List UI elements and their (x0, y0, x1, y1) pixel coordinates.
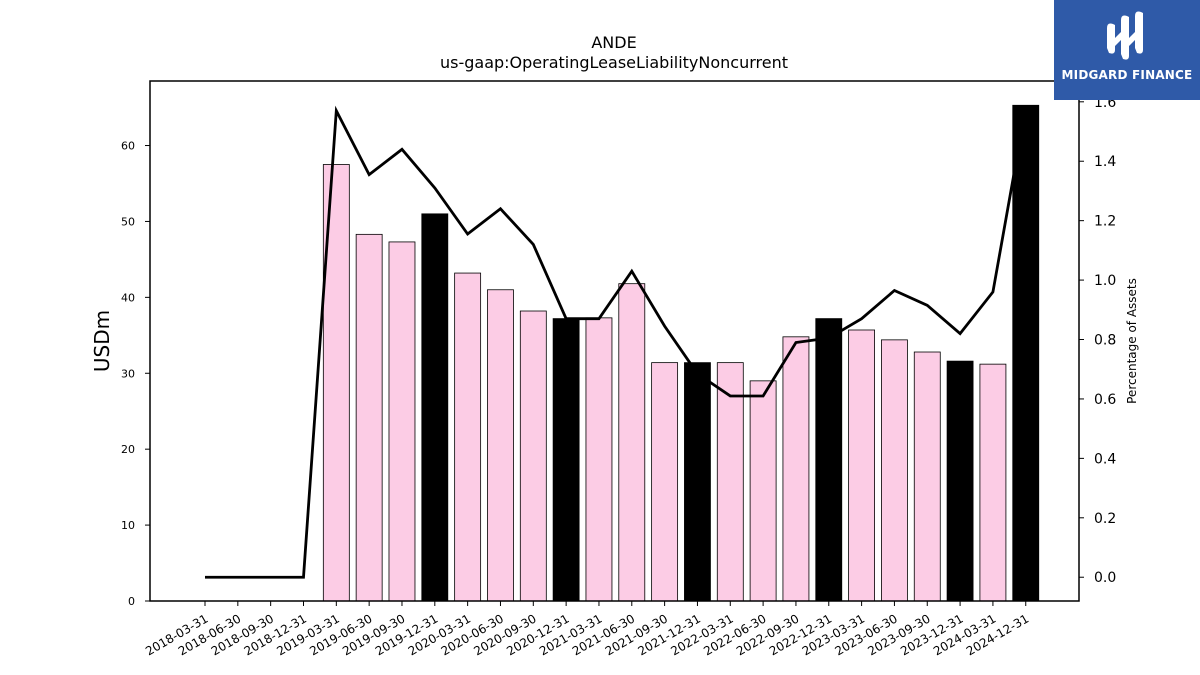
y-axis-label: USDm (90, 310, 114, 372)
y2-tick-label: 0.0 (1094, 570, 1116, 586)
bar-2024-12-31 (1012, 104, 1040, 602)
y2-tick-label: 0.2 (1094, 511, 1116, 527)
bar-2019-12-31 (421, 213, 449, 602)
y2-tick-label: 1.2 (1094, 214, 1116, 230)
y-tick-label: 10 (121, 519, 135, 532)
bar-2021-03-31 (585, 317, 613, 602)
y-tick-label: 30 (121, 367, 135, 380)
bar-2020-09-30 (519, 310, 547, 602)
y2-tick-label: 1.4 (1094, 154, 1116, 170)
percentage-of-assets-line (205, 105, 1028, 579)
bar-2019-06-30 (355, 233, 383, 602)
bar-2020-06-30 (487, 289, 514, 602)
y2-tick-label: 0.8 (1094, 333, 1116, 349)
y2-tick-label: 0.4 (1094, 451, 1116, 467)
bar-2020-03-31 (454, 272, 482, 602)
y-tick-label: 20 (121, 443, 135, 456)
logo-text: MIDGARD FINANCE (1061, 68, 1193, 82)
bar-2022-12-31 (815, 318, 843, 602)
bar-2022-06-30 (749, 380, 777, 602)
y-tick-label: 0 (128, 595, 135, 608)
bar-2019-09-30 (388, 241, 416, 602)
bar-2021-12-31 (684, 362, 711, 602)
bar-2022-03-31 (716, 362, 744, 602)
right-y-axis-label: Percentage of Assets (1125, 278, 1139, 404)
chart-subtitle: us-gaap:OperatingLeaseLiabilityNoncurren… (440, 53, 788, 72)
plot-frame (149, 80, 1080, 602)
bar-2021-06-30 (618, 283, 646, 602)
y2-tick-label: 1.0 (1094, 273, 1116, 289)
percentage-line-series (205, 105, 1028, 579)
y-tick-label: 60 (121, 140, 135, 153)
bar-2023-03-31 (848, 329, 875, 602)
bar-2020-12-31 (552, 318, 580, 602)
midgard-finance-logo: MIDGARD FINANCE (1054, 0, 1200, 100)
bar-2023-06-30 (881, 339, 908, 602)
bar-2024-03-31 (979, 363, 1007, 602)
bar-2023-09-30 (913, 351, 941, 602)
midgard-logo-icon (1107, 11, 1143, 60)
bar-2021-09-30 (651, 362, 679, 602)
bar-2022-09-30 (782, 336, 810, 602)
y-tick-label: 50 (121, 215, 135, 228)
right-y-axis: 0.00.20.40.60.81.01.21.41.6 (1079, 95, 1116, 586)
left-y-axis: 0 10 20 30 40 50 60 (121, 140, 150, 608)
y-tick-label: 40 (121, 291, 135, 304)
bar-series (322, 104, 1040, 602)
bar-2023-12-31 (946, 360, 974, 602)
x-axis: 2018-03-312018-06-302018-09-302018-12-31… (143, 601, 1031, 658)
y2-tick-label: 0.6 (1094, 392, 1116, 408)
chart-title: ANDE (591, 33, 636, 52)
